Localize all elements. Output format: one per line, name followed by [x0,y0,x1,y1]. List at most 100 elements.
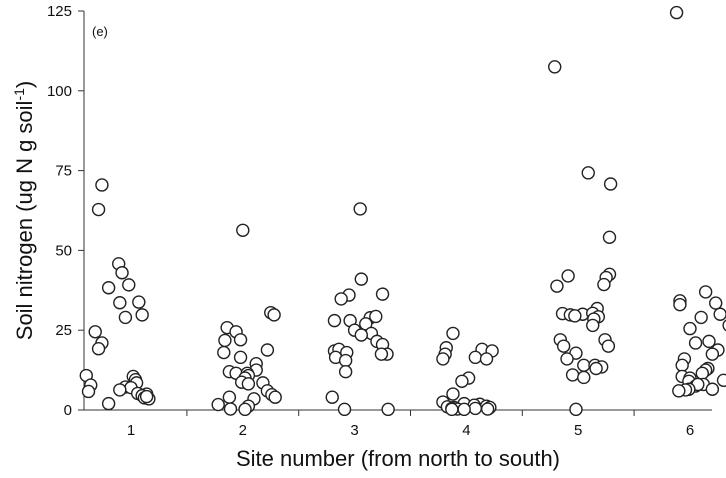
data-point-site-1 [135,308,149,322]
x-tick-label: 4 [462,422,470,439]
data-point-site-5 [550,279,564,293]
data-point-site-6 [694,310,708,325]
data-point-site-6 [705,382,720,396]
data-point-site-1 [95,178,109,192]
data-point-site-5 [577,358,591,373]
data-point-site-1 [113,296,127,310]
data-point-site-2 [267,308,281,322]
y-axis-title: Soil nitrogen (ug N g soil-1) [11,81,37,340]
y-tick-label: 125 [47,3,72,20]
y-tick-label: 100 [47,83,72,100]
y-tick-label: 50 [55,242,72,259]
data-point-site-4 [457,402,471,417]
x-tick-label: 3 [350,422,358,439]
data-point-site-5 [548,60,562,74]
data-point-site-4 [455,374,469,388]
data-point-site-2 [241,377,256,391]
data-point-site-6 [713,307,726,321]
data-point-site-2 [260,343,275,357]
x-axis-title: Site number (from north to south) [236,446,560,471]
y-axis-title-main: Soil nitrogen (ug N g soil [12,101,37,341]
data-point-site-1 [88,325,102,339]
data-point-site-5 [569,402,583,417]
data-point-site-5 [589,361,603,376]
y-tick-label: 25 [55,322,72,339]
data-point-site-1 [115,266,129,280]
data-point-site-6 [673,297,687,312]
data-point-site-2 [222,390,237,404]
data-point-site-5 [603,177,618,191]
data-point-site-3 [353,202,367,216]
y-tick-label: 0 [64,402,72,419]
data-point-site-2 [233,350,248,365]
data-point-site-1 [113,383,127,397]
data-point-site-6 [722,319,726,332]
data-point-site-6 [675,358,689,373]
data-point-site-3 [354,328,369,342]
x-tick-label: 6 [686,422,694,439]
data-point-site-5 [568,309,582,323]
data-point-site-3 [354,272,369,286]
data-point-site-2 [236,223,250,237]
data-point-site-6 [672,384,686,398]
data-point-site-1 [132,295,146,309]
data-point-site-5 [581,166,595,180]
x-tick-label: 5 [574,422,582,439]
data-point-site-1 [101,396,116,411]
axes [78,10,712,416]
data-point-site-6 [702,334,716,349]
data-point-site-4 [479,352,494,366]
data-point-site-3 [369,309,383,324]
data-point-site-1 [91,202,106,217]
data-point-site-6 [683,321,697,336]
y-axis-title-tail: ) [12,81,37,88]
data-point-site-6 [716,373,726,388]
data-point-site-6 [705,347,720,361]
data-point-site-6 [698,285,713,299]
data-point-site-1 [91,342,106,356]
data-point-site-4 [436,352,450,366]
data-point-site-3 [338,353,353,368]
data-point-site-4 [445,402,459,417]
data-point-site-2 [268,390,282,404]
data-point-site-2 [211,397,225,412]
data-point-site-4 [468,401,483,416]
data-point-site-3 [337,402,352,417]
data-point-site-3 [327,313,342,328]
data-point-site-4 [446,326,460,341]
data-point-site-5 [602,230,617,245]
data-point-site-3 [374,347,389,361]
data-point-site-3 [381,402,395,417]
data-point-site-2 [233,333,248,347]
data-point-site-1 [118,310,133,325]
data-point-site-6 [688,336,703,350]
data-point-site-3 [338,364,353,379]
data-point-site-4 [446,387,460,401]
data-point-site-5 [597,277,611,292]
data-points [79,5,726,417]
data-point-site-4 [480,402,495,416]
x-tick-label: 2 [239,422,247,439]
y-axis-title-superscript: -1 [11,88,27,101]
data-point-site-6 [669,5,684,20]
data-point-site-2 [223,402,238,416]
data-point-site-5 [556,339,571,353]
data-point-site-5 [561,269,575,283]
data-point-site-1 [101,281,116,295]
data-point-site-5 [560,352,574,366]
data-point-site-6 [695,366,709,380]
data-point-site-2 [218,333,232,348]
data-point-site-1 [122,278,136,292]
data-point-site-3 [334,292,348,306]
data-point-site-2 [238,402,252,417]
data-point-site-1 [139,389,154,404]
labels: 0 25 50 75 100 125 1 2 3 4 5 6 (e) Site number (from … [11,3,694,471]
x-tick-label: 1 [127,422,135,439]
data-point-site-2 [217,345,231,360]
panel-label: (e) [92,24,108,39]
data-point-site-6 [709,296,723,310]
y-tick-label: 75 [55,163,72,180]
data-point-site-5 [601,339,616,353]
